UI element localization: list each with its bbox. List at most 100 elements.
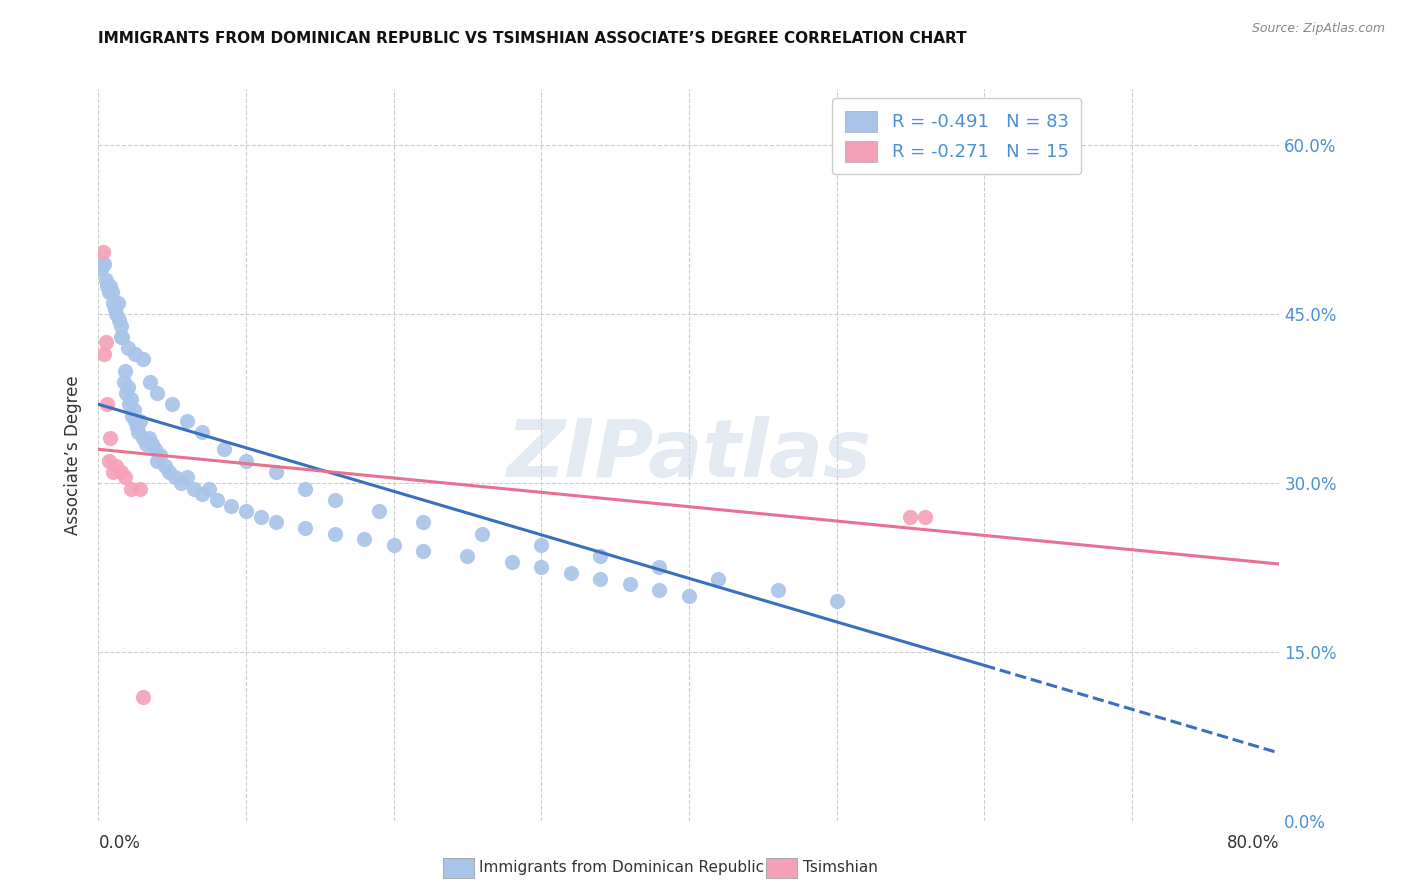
Point <box>124 414 146 428</box>
Point <box>104 301 127 316</box>
Point <box>146 386 169 401</box>
Point <box>108 313 131 327</box>
Point <box>115 386 138 401</box>
Point <box>176 470 198 484</box>
Point <box>170 476 193 491</box>
Point <box>183 482 205 496</box>
Point <box>560 566 582 580</box>
Point <box>153 459 176 474</box>
Point <box>157 465 180 479</box>
Point <box>648 560 671 574</box>
Point <box>100 285 122 299</box>
Point <box>139 375 162 389</box>
Point <box>412 543 434 558</box>
Point <box>766 582 789 597</box>
Point <box>191 425 214 440</box>
Point <box>382 538 405 552</box>
Text: Immigrants from Dominican Republic: Immigrants from Dominican Republic <box>479 860 765 874</box>
Point <box>114 363 136 377</box>
Point <box>353 533 375 547</box>
Point <box>589 572 612 586</box>
Point <box>125 419 148 434</box>
Text: IMMIGRANTS FROM DOMINICAN REPUBLIC VS TSIMSHIAN ASSOCIATE’S DEGREE CORRELATION C: IMMIGRANTS FROM DOMINICAN REPUBLIC VS TS… <box>98 31 967 46</box>
Point <box>117 341 139 355</box>
Point <box>98 279 121 293</box>
Point <box>264 516 287 530</box>
Point <box>121 409 143 423</box>
Point <box>103 296 125 310</box>
Point <box>619 577 641 591</box>
Point <box>707 572 730 586</box>
Point <box>914 509 936 524</box>
Point <box>530 538 553 552</box>
Point <box>900 509 922 524</box>
Point <box>124 346 146 360</box>
Point <box>219 499 242 513</box>
Point <box>198 482 221 496</box>
Text: Source: ZipAtlas.com: Source: ZipAtlas.com <box>1251 22 1385 36</box>
Point <box>146 453 169 467</box>
Point <box>323 526 346 541</box>
Point <box>250 509 273 524</box>
Text: Tsimshian: Tsimshian <box>803 860 877 874</box>
Point <box>648 582 671 597</box>
Point <box>176 414 198 428</box>
Point <box>205 492 228 507</box>
Point <box>501 555 523 569</box>
Point <box>165 470 187 484</box>
Point <box>94 273 117 287</box>
Point <box>120 482 142 496</box>
Point <box>138 431 160 445</box>
Point <box>456 549 478 564</box>
Point <box>96 397 118 411</box>
Point <box>94 335 117 350</box>
Point <box>105 307 128 321</box>
Point <box>264 465 287 479</box>
Point <box>135 436 157 450</box>
Point <box>110 330 132 344</box>
Point <box>93 346 115 360</box>
Point <box>149 448 172 462</box>
Point <box>97 453 120 467</box>
Point <box>412 516 434 530</box>
Text: ZIPatlas: ZIPatlas <box>506 416 872 494</box>
Point <box>128 482 150 496</box>
Point <box>143 442 166 457</box>
Point <box>132 431 155 445</box>
Point <box>118 397 141 411</box>
Point <box>589 549 612 564</box>
Point <box>235 504 257 518</box>
Point <box>294 482 316 496</box>
Point <box>235 453 257 467</box>
Point <box>114 470 136 484</box>
Point <box>128 414 150 428</box>
Point <box>132 690 155 704</box>
Point <box>122 403 145 417</box>
Point <box>368 504 391 518</box>
Text: 0.0%: 0.0% <box>98 834 141 852</box>
Point <box>111 330 134 344</box>
Point <box>98 431 121 445</box>
Point <box>107 296 129 310</box>
Point <box>110 318 132 333</box>
Point <box>678 589 700 603</box>
Point <box>323 492 346 507</box>
Point <box>103 465 125 479</box>
Point <box>96 279 118 293</box>
Point <box>120 392 142 406</box>
Point <box>127 425 149 440</box>
Point <box>825 594 848 608</box>
Point <box>191 487 214 501</box>
Point <box>93 257 115 271</box>
Point <box>132 352 155 367</box>
Point <box>141 436 163 450</box>
Legend: R = -0.491   N = 83, R = -0.271   N = 15: R = -0.491 N = 83, R = -0.271 N = 15 <box>832 98 1081 174</box>
Point <box>91 245 114 260</box>
Point <box>91 257 114 271</box>
Point <box>97 285 120 299</box>
Point <box>471 526 494 541</box>
Point <box>117 380 139 394</box>
Point <box>105 459 128 474</box>
Point <box>294 521 316 535</box>
Point <box>162 397 183 411</box>
